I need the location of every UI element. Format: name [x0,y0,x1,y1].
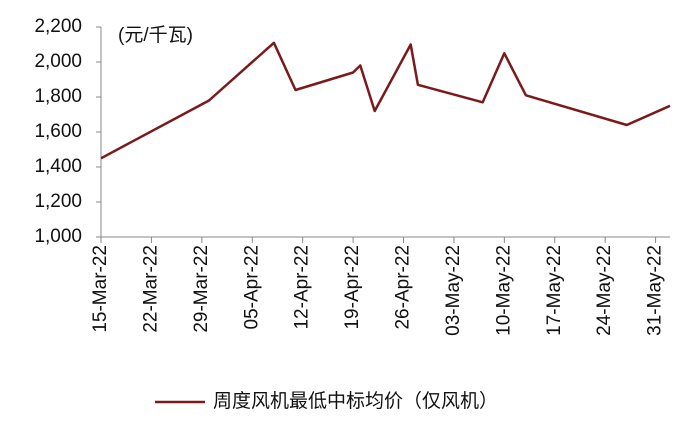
x-tick-label: 31-May-22 [645,245,666,336]
y-tick-label: 1,200 [34,191,82,212]
x-tick-label: 10-May-22 [493,245,514,336]
x-tick-label: 26-Apr-22 [393,245,414,330]
x-tick-label: 22-Mar-22 [140,245,161,333]
x-tick-label: 17-May-22 [544,245,565,336]
x-tick-label: 05-Apr-22 [241,245,262,329]
x-tick-label: 12-Apr-22 [292,245,313,330]
legend-label: 周度风机最低中标均价（仅风机） [213,390,498,412]
y-tick-label: 1,600 [34,121,82,142]
y-tick-label: 1,000 [34,226,82,247]
x-tick-label: 24-May-22 [594,245,615,336]
x-tick-label: 19-Apr-22 [342,245,363,330]
unit-annotation: (元/千瓦) [118,24,193,46]
x-tick-label: 29-Mar-22 [191,245,212,333]
x-tick-label: 03-May-22 [443,245,464,336]
y-tick-label: 2,000 [34,51,82,72]
x-tick-label: 15-Mar-22 [90,245,111,333]
y-tick-label: 2,200 [34,16,82,37]
y-tick-label: 1,400 [34,156,82,177]
y-tick-label: 1,800 [34,86,82,107]
data-line [100,41,671,160]
